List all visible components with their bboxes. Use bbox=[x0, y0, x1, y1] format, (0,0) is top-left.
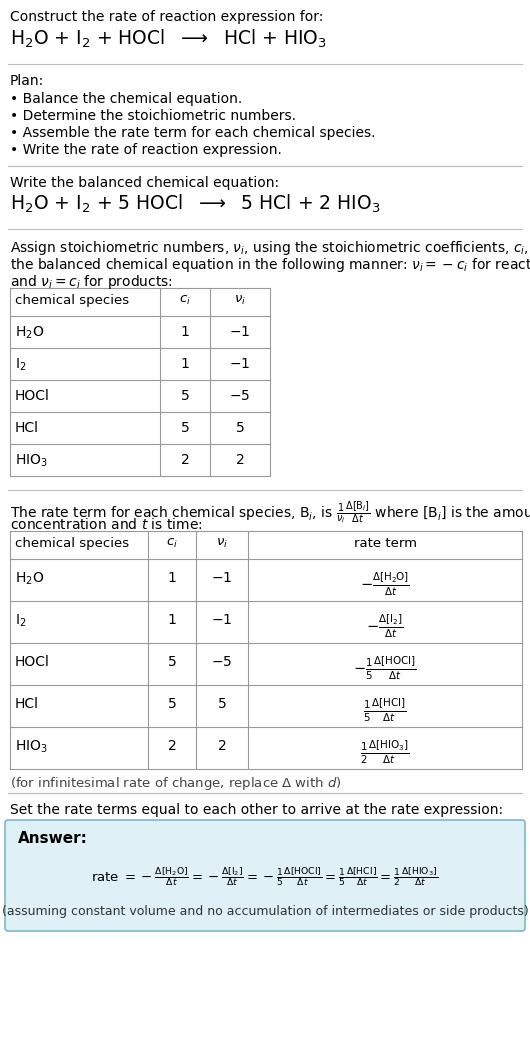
Text: H$_2$O: H$_2$O bbox=[15, 325, 45, 342]
Text: the balanced chemical equation in the following manner: $\nu_i = -c_i$ for react: the balanced chemical equation in the fo… bbox=[10, 256, 530, 274]
Text: chemical species: chemical species bbox=[15, 537, 129, 550]
Text: $\frac{1}{5}\frac{\Delta[\mathrm{HCl}]}{\Delta t}$: $\frac{1}{5}\frac{\Delta[\mathrm{HCl}]}{… bbox=[364, 697, 407, 724]
Text: I$_2$: I$_2$ bbox=[15, 357, 26, 373]
Text: rate $= -\frac{\Delta[\mathrm{H_2O}]}{\Delta t} = -\frac{\Delta[\mathrm{I_2}]}{\: rate $= -\frac{\Delta[\mathrm{H_2O}]}{\D… bbox=[91, 865, 439, 888]
Text: HOCl: HOCl bbox=[15, 389, 50, 403]
Text: 1: 1 bbox=[167, 613, 176, 627]
Text: $\nu_i$: $\nu_i$ bbox=[216, 537, 228, 550]
Text: 1: 1 bbox=[167, 571, 176, 585]
Text: (assuming constant volume and no accumulation of intermediates or side products): (assuming constant volume and no accumul… bbox=[2, 905, 528, 918]
Text: Set the rate terms equal to each other to arrive at the rate expression:: Set the rate terms equal to each other t… bbox=[10, 803, 503, 817]
Text: The rate term for each chemical species, B$_i$, is $\frac{1}{\nu_i}\frac{\Delta[: The rate term for each chemical species,… bbox=[10, 500, 530, 526]
Text: $-5$: $-5$ bbox=[229, 389, 251, 403]
Text: HCl: HCl bbox=[15, 421, 39, 435]
Text: H$_2$O: H$_2$O bbox=[15, 571, 45, 588]
Text: 5: 5 bbox=[181, 389, 189, 403]
Text: • Assemble the rate term for each chemical species.: • Assemble the rate term for each chemic… bbox=[10, 126, 375, 140]
Text: $-\frac{\Delta[\mathrm{I_2}]}{\Delta t}$: $-\frac{\Delta[\mathrm{I_2}]}{\Delta t}$ bbox=[366, 613, 404, 641]
Text: H$_2$O + I$_2$ + HOCl  $\longrightarrow$  HCl + HIO$_3$: H$_2$O + I$_2$ + HOCl $\longrightarrow$ … bbox=[10, 28, 327, 50]
Text: chemical species: chemical species bbox=[15, 294, 129, 307]
Text: HOCl: HOCl bbox=[15, 655, 50, 669]
Text: 1: 1 bbox=[181, 325, 189, 339]
Text: Answer:: Answer: bbox=[18, 832, 88, 846]
Text: rate term: rate term bbox=[354, 537, 417, 550]
Text: $-\frac{\Delta[\mathrm{H_2O}]}{\Delta t}$: $-\frac{\Delta[\mathrm{H_2O}]}{\Delta t}… bbox=[360, 571, 410, 598]
Text: 2: 2 bbox=[218, 739, 226, 753]
Text: • Write the rate of reaction expression.: • Write the rate of reaction expression. bbox=[10, 143, 282, 157]
Text: H$_2$O + I$_2$ + 5 HOCl  $\longrightarrow$  5 HCl + 2 HIO$_3$: H$_2$O + I$_2$ + 5 HOCl $\longrightarrow… bbox=[10, 193, 381, 216]
Text: Assign stoichiometric numbers, $\nu_i$, using the stoichiometric coefficients, $: Assign stoichiometric numbers, $\nu_i$, … bbox=[10, 239, 530, 257]
Text: 2: 2 bbox=[236, 453, 244, 467]
Text: • Balance the chemical equation.: • Balance the chemical equation. bbox=[10, 92, 242, 106]
Text: (for infinitesimal rate of change, replace $\Delta$ with $d$): (for infinitesimal rate of change, repla… bbox=[10, 775, 342, 792]
Text: 5: 5 bbox=[181, 421, 189, 435]
Text: concentration and $t$ is time:: concentration and $t$ is time: bbox=[10, 517, 202, 532]
Text: HIO$_3$: HIO$_3$ bbox=[15, 453, 48, 469]
FancyBboxPatch shape bbox=[5, 820, 525, 931]
Text: $-1$: $-1$ bbox=[211, 571, 233, 585]
Text: $-1$: $-1$ bbox=[229, 357, 251, 371]
Text: I$_2$: I$_2$ bbox=[15, 613, 26, 629]
Text: HCl: HCl bbox=[15, 697, 39, 711]
Text: 5: 5 bbox=[236, 421, 244, 435]
Text: $c_i$: $c_i$ bbox=[179, 294, 191, 307]
Text: 5: 5 bbox=[167, 697, 176, 711]
Text: Write the balanced chemical equation:: Write the balanced chemical equation: bbox=[10, 176, 279, 190]
Text: and $\nu_i = c_i$ for products:: and $\nu_i = c_i$ for products: bbox=[10, 273, 173, 291]
Text: $\nu_i$: $\nu_i$ bbox=[234, 294, 246, 307]
Text: 2: 2 bbox=[181, 453, 189, 467]
Text: 5: 5 bbox=[167, 655, 176, 669]
Text: Plan:: Plan: bbox=[10, 74, 44, 88]
Text: $c_i$: $c_i$ bbox=[166, 537, 178, 550]
Text: $-1$: $-1$ bbox=[211, 613, 233, 627]
Text: • Determine the stoichiometric numbers.: • Determine the stoichiometric numbers. bbox=[10, 109, 296, 123]
Text: $-1$: $-1$ bbox=[229, 325, 251, 339]
Text: 5: 5 bbox=[218, 697, 226, 711]
Text: $\frac{1}{2}\frac{\Delta[\mathrm{HIO_3}]}{\Delta t}$: $\frac{1}{2}\frac{\Delta[\mathrm{HIO_3}]… bbox=[360, 739, 410, 767]
Text: 1: 1 bbox=[181, 357, 189, 371]
Text: Construct the rate of reaction expression for:: Construct the rate of reaction expressio… bbox=[10, 10, 323, 24]
Text: $-\frac{1}{5}\frac{\Delta[\mathrm{HOCl}]}{\Delta t}$: $-\frac{1}{5}\frac{\Delta[\mathrm{HOCl}]… bbox=[354, 655, 417, 683]
Text: HIO$_3$: HIO$_3$ bbox=[15, 739, 48, 755]
Text: $-5$: $-5$ bbox=[211, 655, 233, 669]
Text: 2: 2 bbox=[167, 739, 176, 753]
